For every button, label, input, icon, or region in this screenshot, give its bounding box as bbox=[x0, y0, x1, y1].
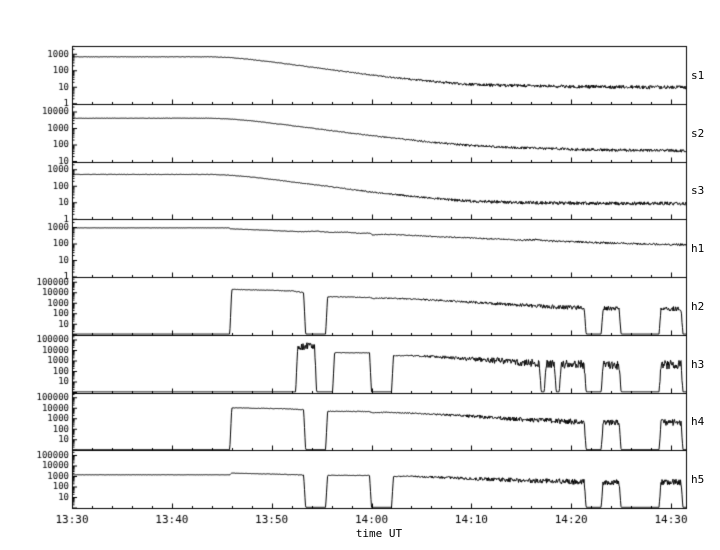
channel-label-h4: h4 bbox=[691, 415, 705, 428]
channel-label-s1: s1 bbox=[691, 69, 705, 82]
channel-label-s2: s2 bbox=[691, 127, 705, 140]
channel-label-h2: h2 bbox=[691, 300, 705, 313]
channel-label-h5: h5 bbox=[691, 473, 705, 486]
channel-label-h3: h3 bbox=[691, 358, 705, 371]
channel-label-h1: h1 bbox=[691, 242, 705, 255]
channel-label-s3: s3 bbox=[691, 184, 705, 197]
x-axis-label: time UT bbox=[355, 527, 403, 540]
